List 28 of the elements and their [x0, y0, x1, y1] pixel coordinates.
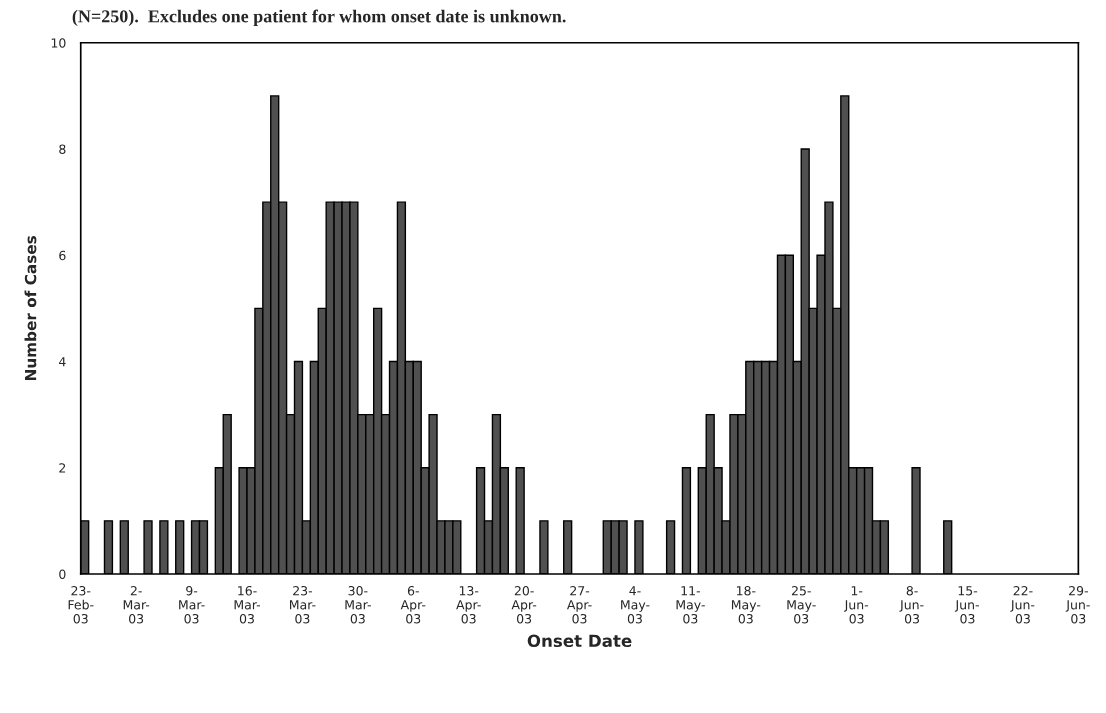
y-tick-label: 2	[59, 463, 66, 473]
y-tick-label: 10	[51, 38, 66, 48]
x-tick-label: 25- May- 03	[787, 585, 816, 624]
x-tick-label: 15- Jun- 03	[954, 586, 979, 624]
x-tick-label: 27- Apr- 03	[566, 585, 592, 624]
x-tick-label: 30- Mar- 03	[345, 585, 371, 624]
y-axis-title: Number of Cases	[24, 235, 37, 381]
x-tick-label: 4- May- 03	[621, 586, 650, 624]
x-tick-label: 16- Mar- 03	[234, 585, 261, 624]
x-tick-label: 20- Apr- 03	[511, 585, 537, 624]
y-tick-label: 4	[59, 357, 66, 367]
x-tick-label: 6- Apr- 03	[400, 585, 426, 624]
y-tick-label: 6	[59, 250, 66, 261]
x-tick-label: 18- May- 03	[731, 585, 761, 624]
x-tick-label: 9- Mar- 03	[179, 585, 205, 624]
x-tick-label: 29- Jun- 03	[1065, 585, 1090, 624]
x-tick-label: 11- May- 03	[676, 586, 705, 624]
x-tick-label: 8- Jun- 03	[899, 585, 924, 624]
x-tick-label: 13- Apr- 03	[456, 585, 481, 624]
x-tick-label: 22- Jun- 03	[1010, 585, 1035, 624]
x-tick-label: 23- Mar- 03	[290, 585, 316, 624]
chart-title: (N=250). Excludes one patient for whom onset date is unknown.	[72, 9, 566, 27]
x-tick-label: 1- Jun- 03	[843, 586, 869, 624]
x-axis-title: Onset Date	[527, 634, 632, 648]
x-tick-label: 23- Feb- 03	[68, 585, 94, 624]
y-tick-label: 0	[59, 569, 66, 579]
x-tick-label: 2- Mar- 03	[123, 585, 150, 624]
y-tick-label: 8	[59, 144, 66, 154]
